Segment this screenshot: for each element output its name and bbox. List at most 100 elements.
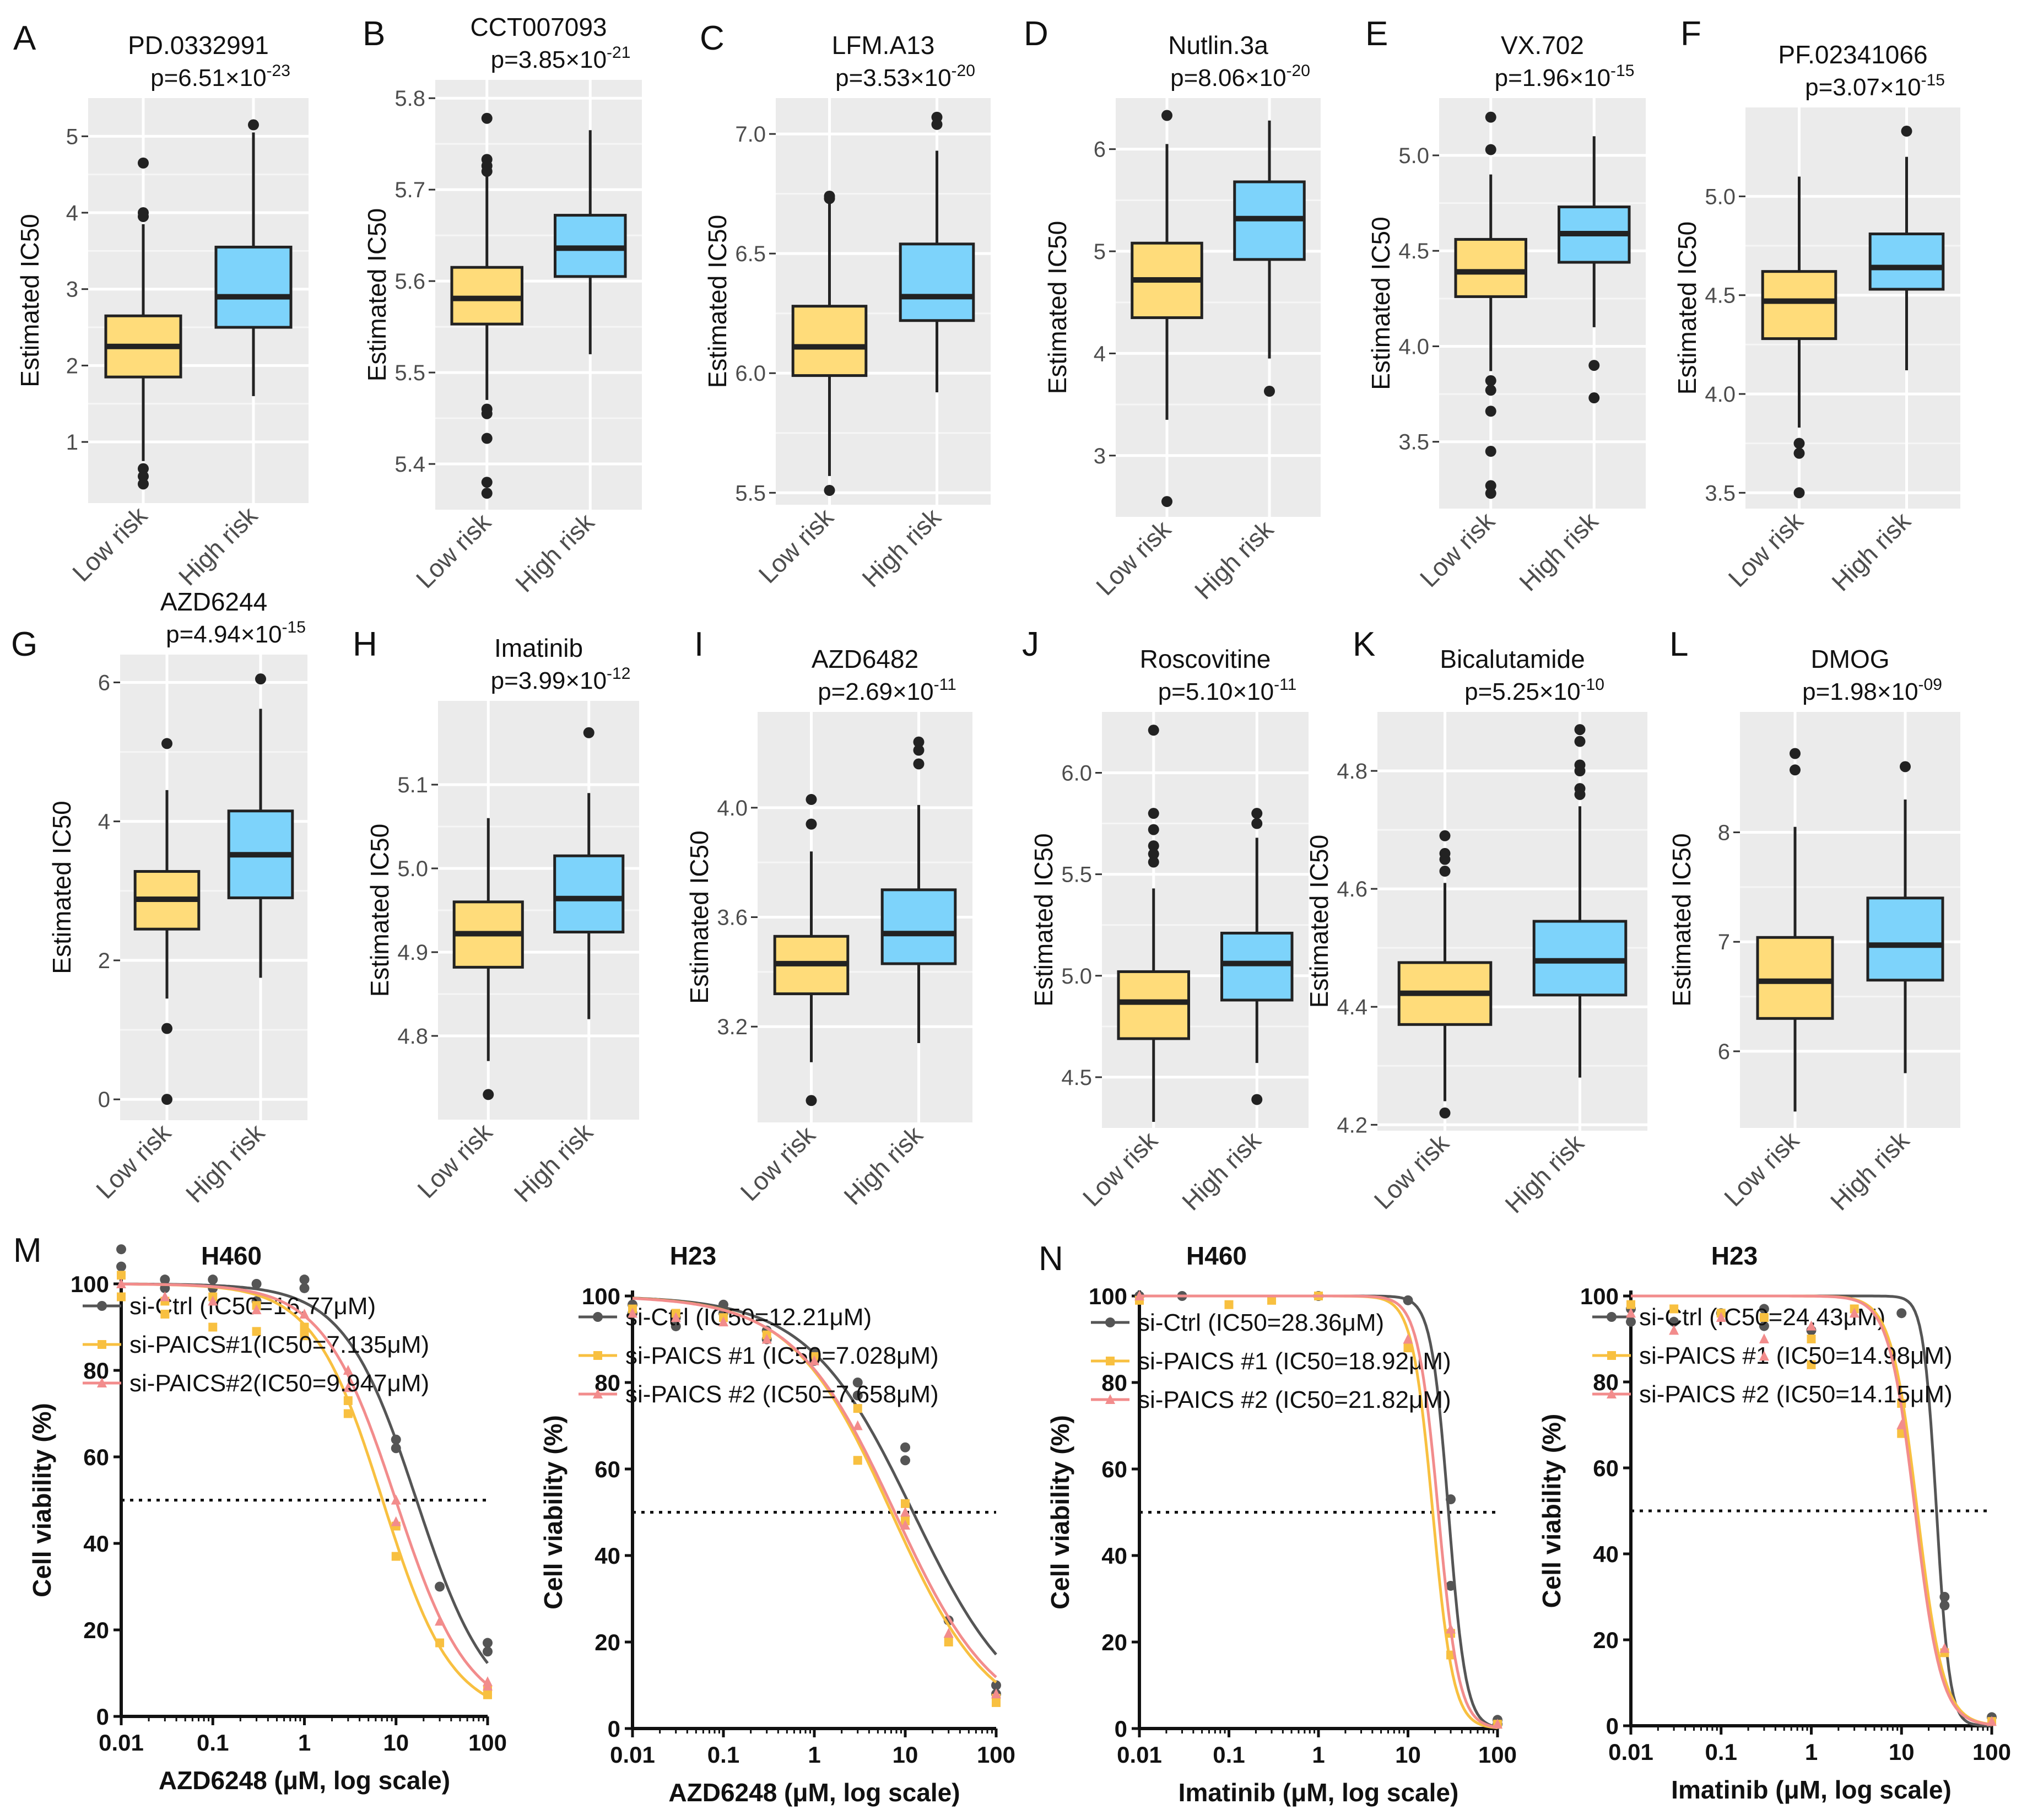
- data-point: [1807, 1335, 1816, 1343]
- outlier-point: [481, 477, 493, 488]
- data-point: [435, 1616, 445, 1626]
- x-tick-label: 0.1: [707, 1742, 739, 1768]
- box-panel-a: 1 2 3 4 5 Low risk High risk Estimated IC50 A PD.…: [13, 19, 309, 591]
- p-value-exponent: -15: [1610, 62, 1634, 80]
- outlier-point: [1148, 808, 1159, 819]
- drug-title: Bicalutamide: [1440, 645, 1585, 673]
- y-tick-label: 2: [66, 354, 78, 378]
- p-value: p=3.53×10-20: [835, 62, 975, 91]
- p-value: p=6.51×10-23: [150, 62, 290, 91]
- x-category-label: High risk: [173, 501, 263, 591]
- x-category-label: High risk: [856, 503, 947, 593]
- y-tick-label: 6.0: [1061, 761, 1092, 785]
- y-tick-label: 20: [1593, 1627, 1619, 1653]
- legend-label: si-PAICS #1 (IC50=7.028μM): [625, 1342, 939, 1369]
- y-axis-title: Estimated IC50: [703, 215, 732, 388]
- iqr-box: [1866, 897, 1944, 982]
- data-point: [761, 1333, 772, 1344]
- data-point: [1759, 1313, 1769, 1322]
- data-point: [116, 1278, 126, 1288]
- y-tick-label: 4.0: [1705, 382, 1736, 407]
- x-tick-label: 100: [468, 1730, 507, 1756]
- iqr-box: [1454, 237, 1527, 298]
- data-point: [251, 1304, 262, 1315]
- panel-label: A: [13, 19, 36, 57]
- y-tick-label: 5.0: [1705, 185, 1736, 209]
- p-value-exponent: -21: [607, 44, 630, 62]
- x-category-label: Low risk: [1718, 1126, 1805, 1212]
- x-tick-label: 100: [1972, 1739, 2011, 1765]
- outlier-point: [161, 738, 172, 749]
- dose-response-panel-n1: 0 20 40 60 80 100 0.01 0.1 1 10 100 si-Ctrl (IC50=2…: [1039, 1240, 1517, 1807]
- data-point: [116, 1261, 126, 1272]
- legend-marker: [1105, 1317, 1115, 1327]
- high-risk-box: [1868, 126, 1945, 370]
- y-tick-label: 4.0: [1398, 334, 1429, 359]
- x-tick-label: 0.01: [1117, 1742, 1162, 1768]
- x-category-label: Low risk: [410, 507, 497, 594]
- outlier-point: [1900, 761, 1911, 773]
- y-tick-label: 60: [83, 1444, 109, 1470]
- data-point: [1626, 1300, 1635, 1309]
- x-tick-label: 1: [1805, 1739, 1818, 1765]
- outlier-point: [1793, 438, 1805, 449]
- iqr-box: [553, 854, 625, 934]
- p-value-base: p=1.96×10: [1495, 64, 1610, 91]
- series-pa2: si-PAICS#2(IC50=9.947μM): [83, 1278, 493, 1691]
- data-point: [852, 1390, 863, 1401]
- legend-label: si-PAICS#1(IC50=7.135μM): [129, 1331, 429, 1358]
- data-point: [343, 1365, 353, 1375]
- series-pa1: si-PAICS #1 (IC50=7.028μM): [579, 1297, 1001, 1707]
- data-point: [1267, 1295, 1277, 1305]
- x-category-label: Low risk: [1090, 515, 1177, 601]
- x-axis-title: AZD6248 (μM, log scale): [668, 1778, 960, 1807]
- data-point: [852, 1420, 863, 1430]
- x-tick-label: 1: [808, 1742, 820, 1768]
- low-risk-box: [1397, 830, 1493, 1119]
- p-value-base: p=4.94×10: [166, 621, 282, 648]
- x-category-label: Low risk: [1722, 506, 1809, 593]
- data-point: [853, 1404, 862, 1413]
- high-risk-box: [1866, 761, 1944, 1073]
- high-risk-box: [1233, 120, 1306, 397]
- outlier-point: [1439, 1107, 1451, 1119]
- series-ctrl: si-Ctrl (IC50=24.43μM): [1592, 1294, 1997, 1727]
- cell-line-title: H460: [201, 1241, 262, 1270]
- outlier-point: [913, 744, 925, 756]
- legend-marker: [593, 1351, 602, 1360]
- y-axis-title: Estimated IC50: [15, 214, 44, 387]
- y-tick-label: 6.0: [735, 361, 766, 386]
- x-category-label: Low risk: [1077, 1126, 1164, 1212]
- outlier-point: [1148, 725, 1159, 736]
- y-tick-label: 60: [1593, 1455, 1619, 1481]
- data-point: [1224, 1300, 1234, 1309]
- low-risk-box: [1756, 748, 1834, 1112]
- x-tick-label: 0.01: [1608, 1739, 1653, 1765]
- x-category-label: Low risk: [1414, 506, 1501, 593]
- x-tick-label: 10: [893, 1742, 918, 1768]
- panel-label: M: [13, 1232, 42, 1270]
- legend-marker: [1105, 1394, 1115, 1404]
- data-point: [299, 1283, 310, 1293]
- y-axis-title: Estimated IC50: [1043, 221, 1072, 394]
- drug-title: DMOG: [1810, 645, 1889, 673]
- y-tick-label: 20: [1101, 1629, 1127, 1655]
- outlier-point: [1485, 480, 1496, 492]
- y-tick-label: 60: [594, 1456, 620, 1482]
- outlier-point: [1485, 111, 1496, 123]
- data-point: [1759, 1321, 1769, 1331]
- p-value-exponent: -11: [1274, 676, 1296, 694]
- plot-background: [1102, 712, 1309, 1128]
- data-point: [483, 1646, 493, 1657]
- y-tick-label: 4.2: [1337, 1113, 1367, 1137]
- drug-title: PD.0332991: [128, 31, 269, 60]
- outlier-point: [1251, 818, 1263, 829]
- legend-label: si-PAICS #1 (IC50=18.92μM): [1138, 1348, 1451, 1375]
- y-tick-label: 7.0: [735, 122, 766, 147]
- data-point: [435, 1581, 445, 1592]
- outlier-point: [1161, 496, 1172, 507]
- panel-label: K: [1353, 625, 1375, 663]
- outlier-point: [1574, 736, 1586, 747]
- data-point: [852, 1378, 863, 1387]
